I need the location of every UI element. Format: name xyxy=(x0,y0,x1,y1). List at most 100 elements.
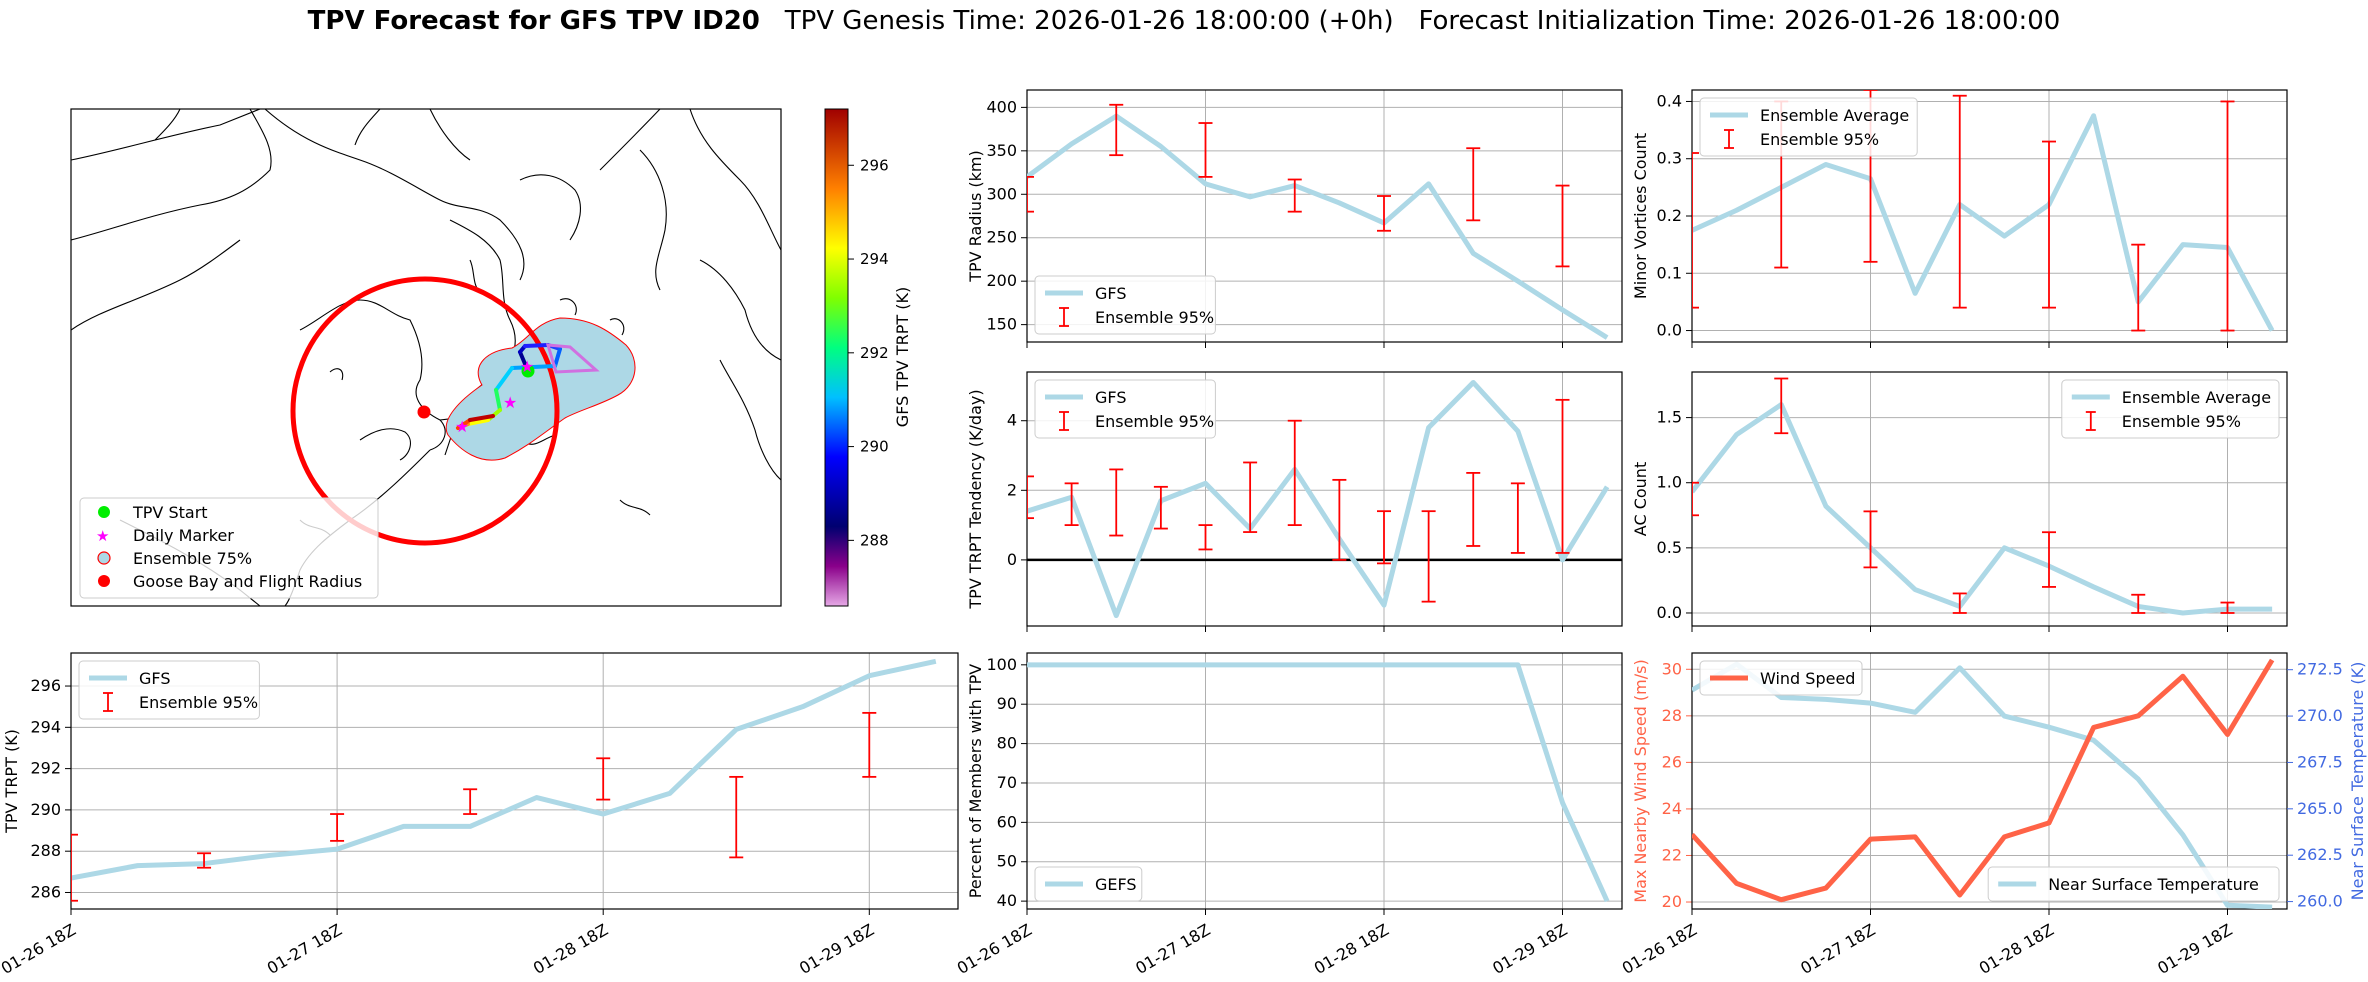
tendency-series-line-0 xyxy=(1027,379,1610,619)
radius-errorbar-3 xyxy=(1287,178,1302,213)
chart-wind: 01-26 18Z 01-27 18Z 01-28 18Z 01-29 18Z 20 22… xyxy=(1619,652,2367,978)
track-segment-12 xyxy=(468,414,495,422)
wind-ytick2-label-3: 267.5 xyxy=(2297,752,2343,771)
trpt-errorbar-6 xyxy=(862,711,877,778)
trpt-errorbar-1 xyxy=(197,852,212,869)
ac-legend-label-upper-right-1: Ensemble 95% xyxy=(2122,412,2241,431)
tendency-errorbar-7 xyxy=(1332,478,1347,561)
trpt-xtick-label-0: 01-26 18Z xyxy=(0,920,79,978)
tendency-ytick-label-1: 2 xyxy=(1007,480,1017,499)
tendency-errorbar-8 xyxy=(1377,510,1391,565)
members-series-line-0 xyxy=(1027,662,1610,903)
trpt-legend-upper-left: GFS Ensemble 95% xyxy=(78,660,260,720)
minor-errorbar-6 xyxy=(2220,100,2235,332)
legend-ensemble-icon xyxy=(97,551,111,565)
wind-legend-box-lower-right xyxy=(1987,866,2280,902)
trpt-ytick-label-4: 294 xyxy=(30,717,61,736)
tendency-errorbar-10 xyxy=(1466,472,1481,547)
minor-ytick-label-1: 0.1 xyxy=(1657,263,1682,282)
legend-goose-icon xyxy=(98,575,110,587)
ensemble-75-shade xyxy=(445,317,636,461)
radius-errorbar-5 xyxy=(1466,147,1481,222)
members-ylabel: Percent of Members with TPV xyxy=(966,664,985,898)
members-xtick-label-3: 01-29 18Z xyxy=(1489,920,1570,978)
ac-legend-label-upper-right-0: Ensemble Average xyxy=(2122,388,2271,407)
tendency-errorbar-6 xyxy=(1287,419,1302,526)
ac-errorbar-5 xyxy=(2131,593,2146,614)
flight-radius-circle xyxy=(290,276,560,546)
init-time: Forecast Initialization Time: 2026-01-26… xyxy=(1418,6,2061,36)
tendency-plot xyxy=(1027,379,1610,619)
track-loop xyxy=(545,343,600,374)
wind-ylabel: Max Nearby Wind Speed (m/s) xyxy=(1631,659,1650,902)
wind-legend-label-lower-right-0: Near Surface Temperature xyxy=(2048,875,2259,894)
radius-legend-label-lower-left-0: GFS xyxy=(1095,284,1126,303)
tendency-errorbar-9 xyxy=(1421,510,1436,603)
members-xtick-label-1: 01-27 18Z xyxy=(1132,920,1213,978)
tendency-errorbar-1 xyxy=(1064,482,1079,526)
minor-ylabel: Minor Vortices Count xyxy=(1631,133,1650,299)
minor-ytick-label-2: 0.2 xyxy=(1657,206,1682,225)
members-ytick-label-4: 80 xyxy=(997,734,1017,753)
wind-ytick-label-1: 22 xyxy=(1662,845,1682,864)
tendency-errorbar-0 xyxy=(1027,475,1034,520)
wind-xtick-label-2: 01-28 18Z xyxy=(1976,920,2057,978)
radius-ytick-label-4: 350 xyxy=(986,141,1017,160)
trpt-errorbar-3 xyxy=(463,788,478,815)
radius-series-line-0 xyxy=(1027,113,1609,340)
trpt-ytick-label-1: 288 xyxy=(30,841,61,860)
wind-ytick-label-0: 20 xyxy=(1662,892,1682,911)
wind-ytick-label-2: 24 xyxy=(1662,799,1682,818)
wind-legend-label-upper-left-0: Wind Speed xyxy=(1760,669,1855,688)
members-legend-box-lower-left xyxy=(1034,866,1143,902)
trpt-legend-label-upper-left-1: Ensemble 95% xyxy=(139,693,258,712)
tendency-legend-upper-left: GFS Ensemble 95% xyxy=(1034,379,1216,439)
minor-errorbar-5 xyxy=(2131,243,2146,332)
ac-ytick-label-2: 1.0 xyxy=(1657,473,1682,492)
radius-errorbar-4 xyxy=(1377,195,1391,232)
colorbar-label: GFS TPV TRPT (K) xyxy=(893,287,912,427)
wind-series-line-0 xyxy=(1692,658,2275,903)
radius-frame xyxy=(1026,89,1623,343)
radius-plot xyxy=(1027,103,1609,340)
radius-errorbar-2 xyxy=(1198,122,1213,178)
wind-legend-box-upper-left xyxy=(1699,660,1863,696)
members-plot xyxy=(1027,662,1610,903)
wind-ytick2-label-4: 270.0 xyxy=(2297,706,2343,725)
wind-ylabel2: Near Surface Temperature (K) xyxy=(2348,662,2367,901)
ac-series-line-0 xyxy=(1692,402,2273,616)
tendency-ylabel: TPV TRPT Tendency (K/day) xyxy=(966,389,985,609)
track-segment-2 xyxy=(523,343,550,348)
wind-ytick-label-3: 26 xyxy=(1662,752,1682,771)
minor-legend-upper-left: Ensemble Average Ensemble 95% xyxy=(1699,97,1918,157)
members-ytick-label-1: 50 xyxy=(997,852,1017,871)
colorbar-tick-label-2: 292 xyxy=(860,344,889,362)
ac-errorbar-2 xyxy=(1863,510,1878,569)
trpt-ytick-label-0: 286 xyxy=(30,882,61,901)
colorbar-ticks: 288 290 292 294 296 xyxy=(848,156,889,549)
tendency-legend-label-upper-left-1: Ensemble 95% xyxy=(1095,412,1214,431)
daily-marker-1: ★ xyxy=(520,357,534,376)
wind-frame xyxy=(1691,652,2288,910)
members-ytick-label-5: 90 xyxy=(997,694,1017,713)
colorbar-tick-label-3: 294 xyxy=(860,250,889,268)
wind-legend-lower-right: Near Surface Temperature xyxy=(1987,866,2280,902)
wind-xtick-label-1: 01-27 18Z xyxy=(1797,920,1878,978)
ac-errorbar-6 xyxy=(2220,601,2235,614)
minor-errorbar-3 xyxy=(1952,94,1967,309)
wind-ytick2-label-0: 260.0 xyxy=(2297,892,2343,911)
tendency-errorbar-5 xyxy=(1243,461,1258,533)
wind-plot xyxy=(1692,658,2275,909)
trpt-ylabel: TPV TRPT (K) xyxy=(2,729,21,834)
members-legend-lower-left: GEFS xyxy=(1034,866,1143,902)
radius-ytick-label-1: 200 xyxy=(986,271,1017,290)
radius-errorbar-6 xyxy=(1555,184,1570,268)
tendency-errorbar-3 xyxy=(1153,485,1168,530)
chart-tendency: 0 2 4 TPV TRPT Tendency (K/day) GFS Ensemble … xyxy=(966,371,1623,632)
daily-marker-2: ★ xyxy=(503,393,517,412)
radius-ytick-label-5: 400 xyxy=(986,97,1017,116)
minor-ytick-label-3: 0.3 xyxy=(1657,149,1682,168)
ac-ytick-label-3: 1.5 xyxy=(1657,408,1682,427)
